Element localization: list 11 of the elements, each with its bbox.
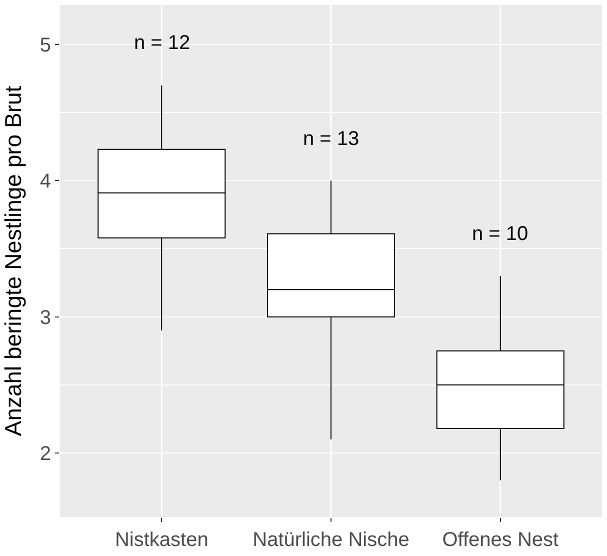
x-tick-label: Offenes Nest <box>442 529 559 551</box>
y-tick-label: 5 <box>40 34 51 56</box>
x-tick-label: Natürliche Nische <box>252 529 410 551</box>
y-tick-label: 3 <box>40 306 51 329</box>
annotation: n = 13 <box>303 128 360 150</box>
y-tick-label: 4 <box>40 170 51 193</box>
y-axis-title: Anzahl beringte Nestlinge pro Brut <box>0 85 26 436</box>
annotation: n = 10 <box>472 223 528 245</box>
y-tick-label: 2 <box>40 443 51 465</box>
annotation: n = 12 <box>134 32 190 54</box>
x-tick-label: Nistkasten <box>114 529 208 551</box>
